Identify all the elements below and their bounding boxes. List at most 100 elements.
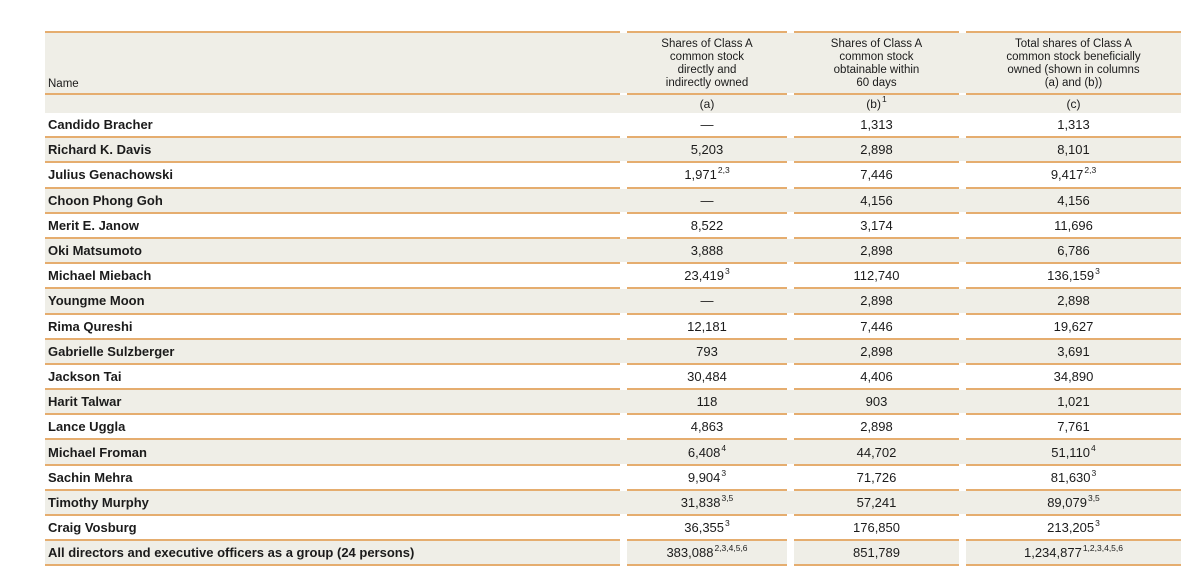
shares-obtainable-cell: 57,241 xyxy=(794,490,959,516)
shares-owned-cell: 793 xyxy=(627,339,787,365)
shares-owned-cell: 383,088 2,3,4,5,6 xyxy=(627,541,787,567)
subheader-label-c: (c) xyxy=(966,95,1181,113)
column-gap xyxy=(959,365,966,391)
column-gap xyxy=(959,466,966,491)
shares-obtainable-cell: 44,702 xyxy=(794,440,959,466)
column-gap xyxy=(620,138,627,164)
name-cell: Timothy Murphy xyxy=(45,490,620,516)
shares-owned-cell: 6,408 4 xyxy=(627,440,787,466)
table-row: Youngme Moon — 2,898 2,898 xyxy=(45,289,1181,315)
column-gap xyxy=(787,289,794,315)
name-cell: All directors and executive officers as … xyxy=(45,541,620,567)
column-gap xyxy=(959,264,966,290)
column-gap xyxy=(787,390,794,416)
name-cell: Jackson Tai xyxy=(45,365,620,391)
column-gap xyxy=(787,264,794,290)
column-gap xyxy=(787,188,794,214)
total-shares-cell: 8,101 xyxy=(966,138,1181,164)
table-row: Timothy Murphy 31,838 3,5 57,241 89,079 3,5 xyxy=(45,490,1181,516)
column-gap xyxy=(787,113,794,139)
table-body: Candido Bracher —1,313 1,313 Richard K. Dav… xyxy=(45,113,1181,567)
column-gap xyxy=(959,163,966,189)
column-gap xyxy=(787,339,794,365)
shares-owned-cell: — xyxy=(627,289,787,315)
total-shares-cell: 213,205 3 xyxy=(966,516,1181,542)
column-gap xyxy=(787,214,794,239)
column-gap xyxy=(620,95,627,113)
column-gap xyxy=(959,31,966,95)
column-gap xyxy=(620,490,627,516)
total-shares-cell: 51,110 4 xyxy=(966,440,1181,466)
shares-owned-cell: 5,203 xyxy=(627,138,787,164)
name-cell: Richard K. Davis xyxy=(45,138,620,164)
column-gap xyxy=(959,138,966,164)
column-gap xyxy=(620,390,627,416)
shares-owned-cell: 3,888 xyxy=(627,238,787,265)
column-gap xyxy=(959,214,966,239)
total-shares-cell: 9,417 2,3 xyxy=(966,163,1181,189)
total-shares-cell: 11,696 xyxy=(966,214,1181,239)
column-gap xyxy=(620,188,627,214)
column-gap xyxy=(959,238,966,265)
column-gap xyxy=(787,95,794,113)
shares-owned-cell: 31,838 3,5 xyxy=(627,490,787,516)
shares-obtainable-cell: 2,898 xyxy=(794,138,959,164)
column-gap xyxy=(620,339,627,365)
total-shares-cell: 2,898 xyxy=(966,289,1181,315)
shares-owned-cell: 23,419 3 xyxy=(627,264,787,290)
column-gap xyxy=(959,188,966,214)
column-gap xyxy=(787,315,794,340)
total-shares-cell: 7,761 xyxy=(966,415,1181,441)
name-cell: Oki Matsumoto xyxy=(45,238,620,265)
column-gap xyxy=(620,238,627,265)
total-shares-cell: 1,234,877 1,2,3,4,5,6 xyxy=(966,541,1181,567)
shares-owned-cell: 1,971 2,3 xyxy=(627,163,787,189)
total-shares-cell: 136,159 3 xyxy=(966,264,1181,290)
name-cell: Rima Qureshi xyxy=(45,315,620,340)
column-gap xyxy=(959,541,966,567)
shares-obtainable-cell: 2,898 xyxy=(794,238,959,265)
column-gap xyxy=(620,163,627,189)
subheader-label-a: (a) xyxy=(627,95,787,113)
column-gap xyxy=(620,289,627,315)
column-gap xyxy=(620,516,627,542)
column-gap xyxy=(787,541,794,567)
shares-obtainable-cell: 1,313 xyxy=(794,113,959,139)
total-shares-cell: 19,627 xyxy=(966,315,1181,340)
name-cell: Harit Talwar xyxy=(45,390,620,416)
column-gap xyxy=(620,315,627,340)
shares-obtainable-cell: 112,740 xyxy=(794,264,959,290)
column-gap xyxy=(620,415,627,441)
column-gap xyxy=(959,289,966,315)
shares-owned-cell: 8,522 xyxy=(627,214,787,239)
column-gap xyxy=(787,466,794,491)
table-row: Sachin Mehra 9,904 3 71,726 81,630 3 xyxy=(45,466,1181,491)
table-row: Oki Matsumoto 3,888 2,898 6,786 xyxy=(45,238,1181,265)
total-shares-cell: 4,156 xyxy=(966,188,1181,214)
table-row: Rima Qureshi 12,181 7,446 19,627 xyxy=(45,315,1181,340)
name-cell: Craig Vosburg xyxy=(45,516,620,542)
column-gap xyxy=(787,365,794,391)
column-gap xyxy=(959,113,966,139)
total-shares-cell: 89,079 3,5 xyxy=(966,490,1181,516)
shares-owned-cell: 36,355 3 xyxy=(627,516,787,542)
column-gap xyxy=(787,238,794,265)
column-gap xyxy=(787,415,794,441)
table-row: Lance Uggla 4,863 2,898 7,761 xyxy=(45,415,1181,441)
shares-owned-cell: 4,863 xyxy=(627,415,787,441)
table-row: Richard K. Davis 5,203 2,898 8,101 xyxy=(45,138,1181,164)
shares-obtainable-cell: 4,156 xyxy=(794,188,959,214)
column-gap xyxy=(620,440,627,466)
column-gap xyxy=(620,214,627,239)
shares-obtainable-cell: 7,446 xyxy=(794,163,959,189)
name-cell: Choon Phong Goh xyxy=(45,188,620,214)
shares-obtainable-cell: 3,174 xyxy=(794,214,959,239)
table-row: Candido Bracher — 1,313 1,313 xyxy=(45,113,1181,139)
total-shares-cell: 1,313 xyxy=(966,113,1181,139)
column-gap xyxy=(787,440,794,466)
